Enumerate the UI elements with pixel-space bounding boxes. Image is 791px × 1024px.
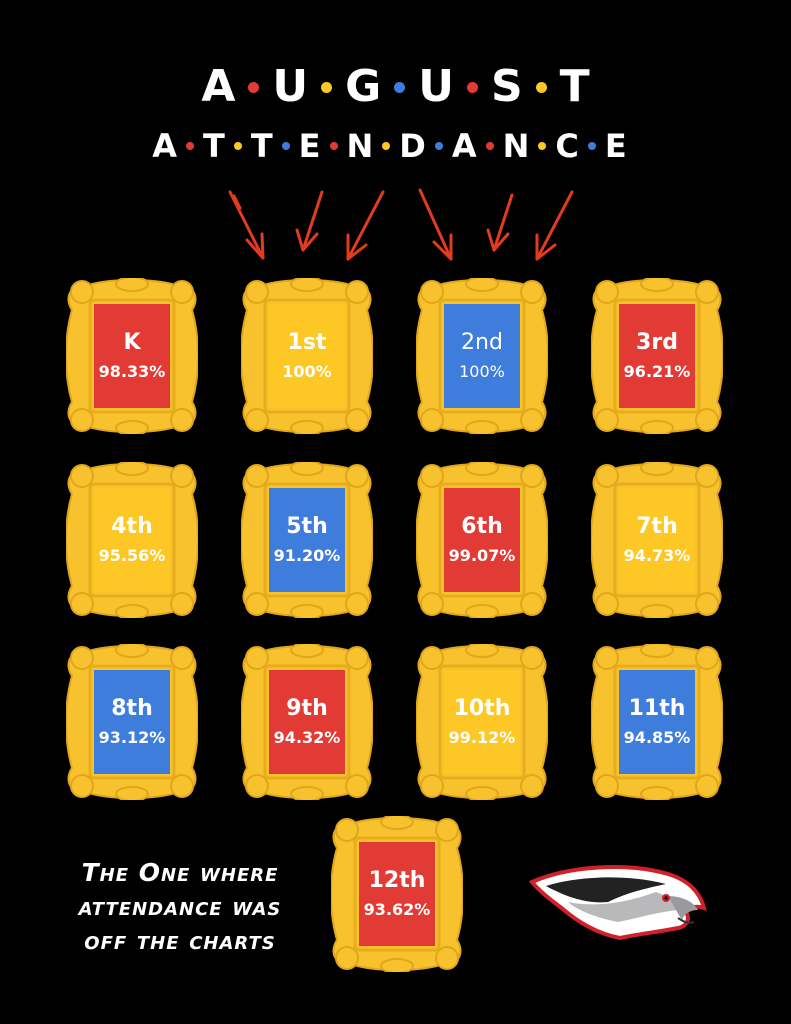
title-dot: [485, 142, 494, 150]
title-dot: [538, 142, 547, 150]
grade-frame: 3rd 96.21%: [591, 278, 723, 434]
title-dot: [535, 81, 547, 93]
grade-label: K: [123, 330, 141, 355]
attendance-percent: 100%: [282, 362, 332, 381]
grade-panel: 10th 99.12%: [444, 670, 520, 774]
grade-label: 10th: [453, 696, 511, 721]
title-letter: G: [345, 61, 382, 112]
arrow-icon: [228, 190, 265, 260]
title-letter: D: [399, 127, 426, 165]
grade-frame: 11th 94.85%: [591, 644, 723, 800]
attendance-percent: 96.21%: [623, 362, 691, 381]
title-letter: N: [346, 127, 374, 165]
grade-label: 1st: [287, 330, 327, 355]
grade-panel: K 98.33%: [94, 304, 170, 408]
arrows-decoration: [228, 188, 574, 261]
title-dot: [233, 142, 242, 150]
title-dot: [281, 142, 290, 150]
title-dot: [394, 81, 406, 93]
grade-label: 12th: [368, 868, 426, 893]
title-letter: C: [555, 127, 579, 165]
attendance-percent: 99.12%: [448, 728, 516, 747]
grade-frame: 1st 100%: [241, 278, 373, 434]
grade-panel: 2nd 100%: [444, 304, 520, 408]
title-letter: E: [604, 127, 627, 165]
title-dot: [587, 142, 596, 150]
grade-frame: 5th 91.20%: [241, 462, 373, 618]
eagle-head-icon: [528, 865, 707, 941]
attendance-percent: 94.85%: [623, 728, 691, 747]
arrow-icon: [295, 190, 324, 252]
grade-panel: 12th 93.62%: [359, 842, 435, 946]
title-letter: T: [250, 127, 273, 165]
title-letter: T: [559, 61, 590, 112]
title-letter: A: [451, 127, 477, 165]
attendance-percent: 100%: [459, 362, 505, 381]
attendance-percent: 98.33%: [98, 362, 166, 381]
attendance-percent: 95.56%: [98, 546, 166, 565]
grade-frame: 8th 93.12%: [66, 644, 198, 800]
grade-label: 6th: [461, 514, 503, 539]
grade-frame: K 98.33%: [66, 278, 198, 434]
grade-panel: 8th 93.12%: [94, 670, 170, 774]
grade-label: 8th: [111, 696, 153, 721]
grade-panel: 7th 94.73%: [619, 488, 695, 592]
title-letter: T: [203, 127, 225, 165]
slogan-line: The One where: [81, 858, 279, 887]
title-letter: S: [490, 61, 523, 112]
grade-panel: 5th 91.20%: [269, 488, 345, 592]
grade-frame: 6th 99.07%: [416, 462, 548, 618]
attendance-percent: 91.20%: [273, 546, 341, 565]
attendance-percent: 94.32%: [273, 728, 341, 747]
title-letter: N: [502, 127, 530, 165]
grade-panel: 1st 100%: [269, 304, 345, 408]
grade-label: 3rd: [636, 330, 678, 355]
grade-frame: 7th 94.73%: [591, 462, 723, 618]
title-dot: [466, 81, 478, 93]
arrow-icon: [486, 193, 514, 252]
grade-panel: 11th 94.85%: [619, 670, 695, 774]
slogan-line: off the charts: [84, 926, 276, 955]
title-dot: [329, 142, 338, 150]
title-letter: A: [152, 127, 177, 165]
grade-frame: 2nd 100%: [416, 278, 548, 434]
grade-label: 4th: [111, 514, 153, 539]
title-letter: E: [298, 127, 321, 165]
arrow-icon: [346, 190, 385, 261]
slogan-line: attendance was: [78, 892, 282, 921]
grade-label: 7th: [636, 514, 678, 539]
title-dot: [248, 81, 260, 93]
grade-panel: 4th 95.56%: [94, 488, 170, 592]
title-dot: [186, 142, 194, 150]
arrow-icon: [418, 188, 453, 261]
title-letter: A: [201, 61, 236, 112]
attendance-percent: 93.12%: [98, 728, 166, 747]
grade-frame: 10th 99.12%: [416, 644, 548, 800]
grade-label: 11th: [628, 696, 686, 721]
attendance-percent: 99.07%: [448, 546, 516, 565]
grade-panel: 6th 99.07%: [444, 488, 520, 592]
attendance-percent: 94.73%: [623, 546, 691, 565]
grade-label: 9th: [286, 696, 328, 721]
grade-frame: 4th 95.56%: [66, 462, 198, 618]
grade-frame: 12th 93.62%: [331, 816, 463, 972]
arrow-icon: [535, 190, 574, 261]
grade-panel: 9th 94.32%: [269, 670, 345, 774]
grade-label: 5th: [286, 514, 328, 539]
slogan: The One where attendance was off the cha…: [30, 856, 330, 958]
title-dot: [434, 142, 443, 150]
title-dot: [321, 81, 333, 93]
attendance-percent: 93.62%: [363, 900, 431, 919]
grade-frame: 9th 94.32%: [241, 644, 373, 800]
title-letter: U: [272, 61, 309, 112]
grade-panel: 3rd 96.21%: [619, 304, 695, 408]
grade-label: 2nd: [461, 330, 503, 355]
title-dot: [382, 142, 391, 150]
title-letter: U: [418, 61, 454, 112]
